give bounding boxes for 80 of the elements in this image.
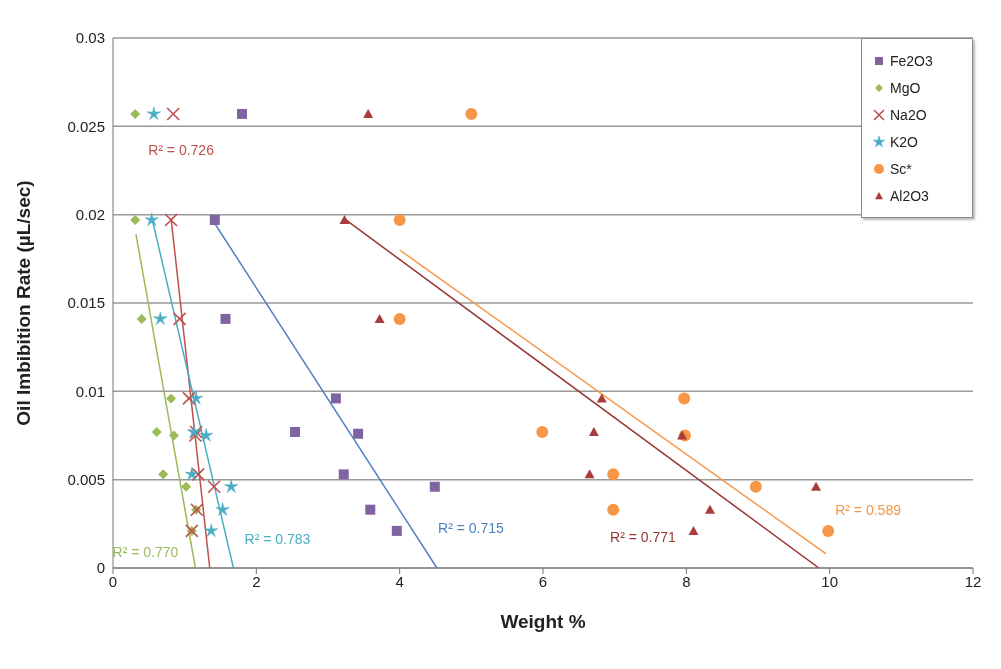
point xyxy=(204,523,219,537)
point xyxy=(164,213,178,227)
point xyxy=(678,392,691,405)
y-tick-label: 0.025 xyxy=(67,117,105,135)
point xyxy=(588,426,599,436)
point xyxy=(429,481,440,492)
point xyxy=(182,391,196,406)
x-tick-label: 6 xyxy=(538,572,548,590)
point xyxy=(207,479,221,494)
point xyxy=(130,214,141,225)
y-tick-label: 0.005 xyxy=(67,470,105,488)
point xyxy=(339,214,350,224)
point xyxy=(172,312,187,326)
point xyxy=(536,425,549,438)
point xyxy=(130,108,141,119)
annotation: R² = 0.715 xyxy=(438,520,505,536)
point xyxy=(224,479,239,493)
point xyxy=(822,524,835,537)
y-tick-label: 0.015 xyxy=(67,294,105,312)
point xyxy=(191,467,206,482)
point xyxy=(607,468,620,481)
x-axis-title: Weight % xyxy=(500,611,586,632)
y-tick-label: 0.03 xyxy=(75,29,105,47)
annotation: R² = 0.589 xyxy=(835,501,902,518)
x-tick-label: 10 xyxy=(821,572,839,590)
legend-label: Sc* xyxy=(890,160,912,177)
legend-label: K2O xyxy=(890,133,919,150)
legend-label: Fe2O3 xyxy=(890,52,933,69)
point xyxy=(168,430,179,441)
point xyxy=(184,467,199,481)
x-tick-label: 12 xyxy=(964,572,982,590)
point xyxy=(136,313,147,324)
point xyxy=(391,525,402,536)
point xyxy=(290,426,301,437)
x-tick-label: 8 xyxy=(682,572,691,590)
point xyxy=(688,525,699,535)
legend-label: Al2O3 xyxy=(890,187,929,204)
y-axis-title: Oil Imbibition Rate (µL/sec) xyxy=(12,180,34,426)
point xyxy=(363,108,374,118)
point xyxy=(584,469,595,479)
point xyxy=(393,213,406,226)
point xyxy=(330,393,341,404)
point xyxy=(338,469,349,480)
point xyxy=(188,428,203,443)
point xyxy=(365,504,376,515)
x-tick-label: 0 xyxy=(108,572,118,590)
point xyxy=(811,481,822,491)
point xyxy=(749,480,762,493)
point xyxy=(374,313,385,323)
point xyxy=(215,502,230,516)
y-tick-label: 0.01 xyxy=(75,382,105,400)
y-tick-label: 0 xyxy=(96,559,105,577)
x-tick-label: 4 xyxy=(395,572,404,590)
point xyxy=(393,312,406,325)
annotation: R² = 0.783 xyxy=(244,531,311,547)
point xyxy=(166,107,180,121)
x-tick-label: 2 xyxy=(252,572,261,590)
annotation: R² = 0.770 xyxy=(112,544,179,560)
point xyxy=(704,504,715,514)
annotation: R² = 0.726 xyxy=(148,142,215,159)
point xyxy=(209,214,220,225)
point xyxy=(353,428,364,439)
point xyxy=(146,106,161,120)
point xyxy=(144,212,159,226)
point xyxy=(596,393,607,403)
point xyxy=(153,311,168,325)
point xyxy=(181,481,192,492)
point xyxy=(237,108,247,119)
legend-label: MgO xyxy=(890,79,921,96)
annotation: R² = 0.771 xyxy=(610,529,677,545)
point xyxy=(465,107,478,120)
point xyxy=(607,503,620,516)
point xyxy=(199,428,214,442)
point xyxy=(220,313,231,324)
legend-label: Na2O xyxy=(890,106,927,123)
y-tick-label: 0.02 xyxy=(75,205,105,223)
point xyxy=(151,426,162,437)
point xyxy=(189,391,204,405)
point xyxy=(166,393,177,404)
point xyxy=(158,469,169,480)
